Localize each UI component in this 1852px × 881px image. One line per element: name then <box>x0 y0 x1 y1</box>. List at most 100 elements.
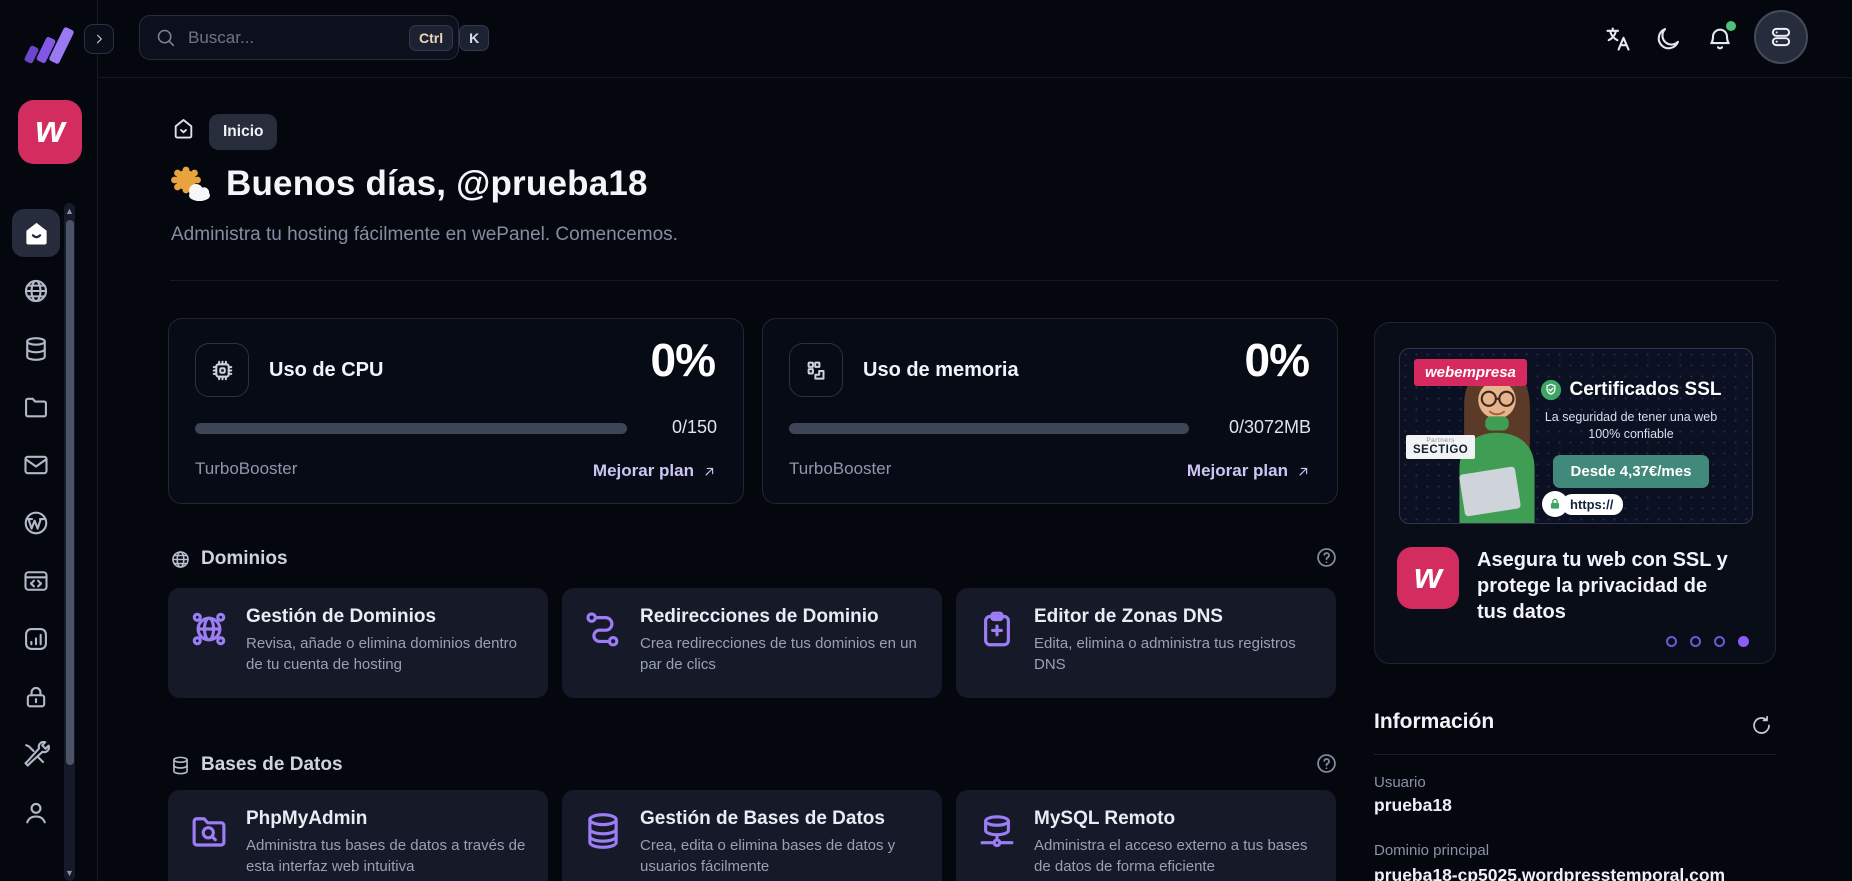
sidebar-item-home[interactable] <box>12 209 60 257</box>
banner-subtitle-line1: La seguridad de tener una web <box>1544 410 1718 424</box>
cpu-usage-card: Uso de CPU 0% 0/150 TurboBooster Mejorar… <box>168 318 744 504</box>
carousel-dot[interactable] <box>1690 636 1701 647</box>
memory-percent: 0% <box>1244 334 1310 386</box>
carousel-dot[interactable] <box>1666 636 1677 647</box>
card-redirecciones[interactable]: Redirecciones de Dominio Crea redireccio… <box>562 588 942 698</box>
banner-price-button[interactable]: Desde 4,37€/mes <box>1552 454 1710 488</box>
user-icon <box>26 802 46 824</box>
section-title: Bases de Datos <box>201 754 343 775</box>
wordpress-icon <box>24 511 48 535</box>
mail-icon <box>24 455 48 475</box>
sidebar-item-metrics[interactable] <box>12 615 60 663</box>
arrow-up-right-icon <box>705 467 714 475</box>
memory-plan-name: TurboBooster <box>789 459 892 478</box>
woman-illustration <box>1459 364 1535 523</box>
breadcrumb-home-icon[interactable] <box>171 116 196 141</box>
card-description: Crea redirecciones de tus dominios en un… <box>640 635 917 673</box>
card-description: Crea, edita o elimina bases de datos y u… <box>640 837 896 875</box>
code-window-icon <box>24 571 48 591</box>
search-input[interactable] <box>188 27 409 48</box>
sidebar-item-wordpress[interactable] <box>12 499 60 547</box>
refresh-icon[interactable] <box>1750 714 1773 737</box>
ssl-promo-banner[interactable]: webempresa Partners SECTIGO Certificados… <box>1399 348 1753 524</box>
memory-icon <box>789 343 843 397</box>
card-title: MySQL Remoto <box>1034 808 1176 829</box>
scrollbar-thumb[interactable] <box>65 220 74 765</box>
domain-label: Dominio principal <box>1374 842 1490 859</box>
memory-progress-bar <box>789 423 1189 434</box>
sidebar-item-tools[interactable] <box>12 731 60 779</box>
wepanel-logo-icon <box>24 24 78 72</box>
translate-icon[interactable] <box>1604 25 1632 53</box>
chevron-right-icon <box>97 34 102 44</box>
cpu-upgrade-link[interactable]: Mejorar plan <box>593 461 717 481</box>
server-avatar-icon <box>1771 27 1791 47</box>
info-panel-title: Información <box>1374 710 1495 733</box>
carousel-dot[interactable] <box>1714 636 1725 647</box>
sidebar-item-files[interactable] <box>12 383 60 431</box>
help-icon[interactable] <box>1315 752 1338 775</box>
header-divider <box>170 280 1778 281</box>
help-icon[interactable] <box>1315 546 1338 569</box>
scroll-up-arrow-icon[interactable]: ▲ <box>65 206 74 216</box>
tools-icon <box>24 741 50 767</box>
database-icon <box>26 337 46 361</box>
database-icon <box>588 813 618 849</box>
sidebar-item-databases[interactable] <box>12 325 60 373</box>
bar-chart-icon <box>25 628 47 650</box>
lock-icon <box>1542 491 1568 517</box>
sidebar: w <box>0 0 98 881</box>
banner-subtitle-line2: 100% confiable <box>1588 426 1674 441</box>
cpu-percent: 0% <box>650 334 716 386</box>
https-label: https:// <box>1562 493 1624 515</box>
card-phpmyadmin[interactable]: PhpMyAdmin Administra tus bases de datos… <box>168 790 548 881</box>
globe-icon <box>24 279 48 303</box>
sidebar-item-domains[interactable] <box>12 267 60 315</box>
main-content: Inicio Buenos días, @prueba18 Administra… <box>98 78 1852 881</box>
sidebar-item-dev-tools[interactable] <box>12 557 60 605</box>
section-header-dominios: Dominios <box>170 548 1340 570</box>
card-mysql-remoto[interactable]: MySQL Remoto Administra el acceso extern… <box>956 790 1336 881</box>
card-title: Redirecciones de Dominio <box>640 606 879 627</box>
account-avatar-button[interactable] <box>1754 10 1808 64</box>
home-icon <box>25 222 47 245</box>
webempresa-logo[interactable]: w <box>18 100 82 164</box>
folder-search-icon <box>192 817 226 847</box>
card-title: PhpMyAdmin <box>246 808 368 829</box>
database-icon <box>173 756 188 774</box>
kbd-ctrl-badge: Ctrl <box>409 24 454 51</box>
memory-card-title: Uso de memoria <box>863 359 1019 381</box>
moon-icon[interactable] <box>1654 25 1682 53</box>
sidebar-item-mail[interactable] <box>12 441 60 489</box>
sidebar-item-security[interactable] <box>12 673 60 721</box>
carousel-dot-active[interactable] <box>1738 636 1749 647</box>
bell-icon[interactable] <box>1706 21 1736 53</box>
breadcrumb[interactable]: Inicio <box>209 114 278 150</box>
memory-usage-card: Uso de memoria 0% 0/3072MB TurboBooster … <box>762 318 1338 504</box>
section-title: Dominios <box>201 548 288 569</box>
memory-usage-value: 0/3072MB <box>1228 417 1311 437</box>
card-description: Administra el acceso externo a tus bases… <box>1034 837 1308 875</box>
section-header-bases-de-datos: Bases de Datos <box>170 754 1340 776</box>
scroll-down-arrow-icon[interactable]: ▼ <box>65 868 74 878</box>
webempresa-brand-badge: webempresa <box>1414 359 1527 386</box>
search-icon <box>155 27 176 48</box>
memory-upgrade-link[interactable]: Mejorar plan <box>1187 461 1311 481</box>
card-gestion-bd[interactable]: Gestión de Bases de Datos Crea, edita o … <box>562 790 942 881</box>
card-gestion-dominios[interactable]: Gestión de Dominios Revisa, añade o elim… <box>168 588 548 698</box>
banner-title: Certificados SSL <box>1569 379 1722 400</box>
promo-carousel-card: webempresa Partners SECTIGO Certificados… <box>1374 322 1776 664</box>
sidebar-scrollbar[interactable]: ▲ ▼ <box>64 203 75 881</box>
card-editor-dns[interactable]: Editor de Zonas DNS Edita, elimina o adm… <box>956 588 1336 698</box>
folder-icon <box>25 397 47 418</box>
card-title: Gestión de Dominios <box>246 606 437 627</box>
sidebar-collapse-button[interactable] <box>84 24 114 54</box>
search-bar[interactable]: Ctrl K <box>139 15 490 60</box>
cpu-usage-value: 0/150 <box>671 417 717 437</box>
card-title: Gestión de Bases de Datos <box>640 808 885 829</box>
card-description: Revisa, añade o elimina dominios dentro … <box>246 635 517 673</box>
sidebar-item-account[interactable] <box>12 789 60 837</box>
globe-network-icon <box>192 612 226 646</box>
topbar: Ctrl K <box>98 0 1852 78</box>
